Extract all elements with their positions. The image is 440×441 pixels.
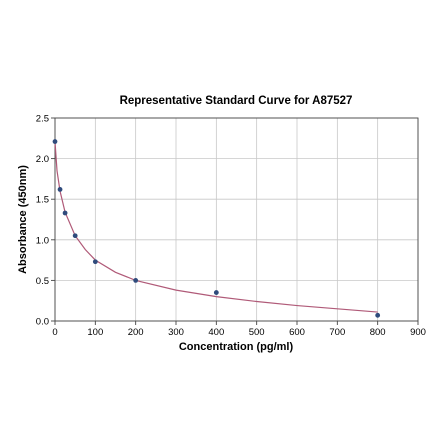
y-tick-label: 1.0 <box>36 235 49 246</box>
x-tick-label: 600 <box>289 327 305 338</box>
data-point <box>72 233 78 239</box>
grid-lines <box>54 117 419 322</box>
y-axis-label: Absorbance (450nm) <box>17 165 29 274</box>
x-tick-label: 100 <box>87 327 103 338</box>
x-tick-label: 400 <box>208 327 224 338</box>
x-tick-label: 200 <box>128 327 144 338</box>
x-tick-labels: 0 100 200 300 400 500 600 700 800 900 <box>52 327 426 338</box>
x-tick-label: 700 <box>329 327 345 338</box>
data-point <box>57 187 63 192</box>
x-axis-label: Concentration (pg/ml) <box>179 341 294 353</box>
y-tick-label: 2.0 <box>36 154 49 165</box>
x-tick-label: 300 <box>168 327 184 338</box>
x-tick-label: 500 <box>249 327 265 338</box>
y-tick-labels: 0.0 0.5 1.0 1.5 2.0 2.5 <box>36 114 49 328</box>
y-tick-label: 2.5 <box>36 114 49 125</box>
fit-curve <box>54 141 378 313</box>
x-tick-label: 800 <box>370 327 386 338</box>
data-point <box>52 139 58 144</box>
plot-frame <box>54 117 419 322</box>
data-point <box>92 259 98 265</box>
data-point <box>213 290 219 295</box>
y-tick-label: 0.0 <box>36 317 49 328</box>
y-tick-label: 1.5 <box>36 195 49 206</box>
data-points <box>52 139 381 318</box>
axis-ticks <box>51 117 419 325</box>
data-point <box>62 210 68 216</box>
chart-title: Representative Standard Curve for A87527 <box>120 95 353 107</box>
y-tick-label: 0.5 <box>36 276 49 287</box>
x-tick-label: 900 <box>410 327 426 338</box>
data-point <box>375 312 381 318</box>
x-tick-label: 0 <box>52 327 57 338</box>
data-point <box>133 278 139 283</box>
